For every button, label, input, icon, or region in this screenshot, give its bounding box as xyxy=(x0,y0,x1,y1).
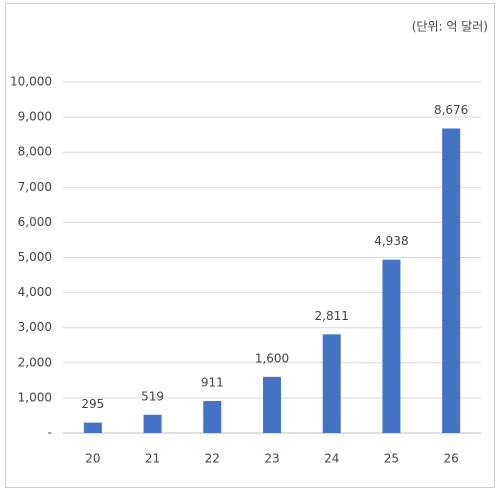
y-tick-label: 3,000 xyxy=(18,320,52,334)
x-tick-label: 25 xyxy=(384,452,399,466)
data-label: 519 xyxy=(141,389,164,403)
bar xyxy=(322,334,341,433)
x-tick-label: 20 xyxy=(85,452,100,466)
y-tick-label: 5,000 xyxy=(18,250,52,264)
y-tick-label: 2,000 xyxy=(18,355,52,369)
x-tick-label: 22 xyxy=(205,452,220,466)
data-label: 911 xyxy=(201,376,224,390)
bar xyxy=(203,401,222,433)
bar xyxy=(143,414,162,433)
data-label: 1,600 xyxy=(255,351,289,365)
y-tick-label: - xyxy=(48,426,52,440)
y-tick-label: 7,000 xyxy=(18,180,52,194)
data-label: 8,676 xyxy=(434,103,468,117)
y-tick-label: 9,000 xyxy=(18,110,52,124)
unit-note: (단위: 억 달러) xyxy=(412,20,488,34)
data-label: 2,811 xyxy=(315,309,349,323)
bar xyxy=(382,259,401,433)
chart-frame xyxy=(5,3,495,488)
bar xyxy=(263,376,281,433)
bar xyxy=(442,128,461,433)
x-tick-label: 23 xyxy=(264,452,279,466)
y-tick-label: 10,000 xyxy=(10,75,52,89)
y-tick-label: 4,000 xyxy=(18,285,52,299)
y-tick-label: 6,000 xyxy=(18,215,52,229)
x-tick-label: 26 xyxy=(444,452,459,466)
x-tick-label: 24 xyxy=(324,452,339,466)
x-tick-label: 21 xyxy=(145,452,160,466)
data-label: 295 xyxy=(81,397,104,411)
y-tick-label: 8,000 xyxy=(18,145,52,159)
bar xyxy=(83,422,102,433)
y-tick-label: 1,000 xyxy=(18,390,52,404)
data-label: 4,938 xyxy=(374,234,408,248)
